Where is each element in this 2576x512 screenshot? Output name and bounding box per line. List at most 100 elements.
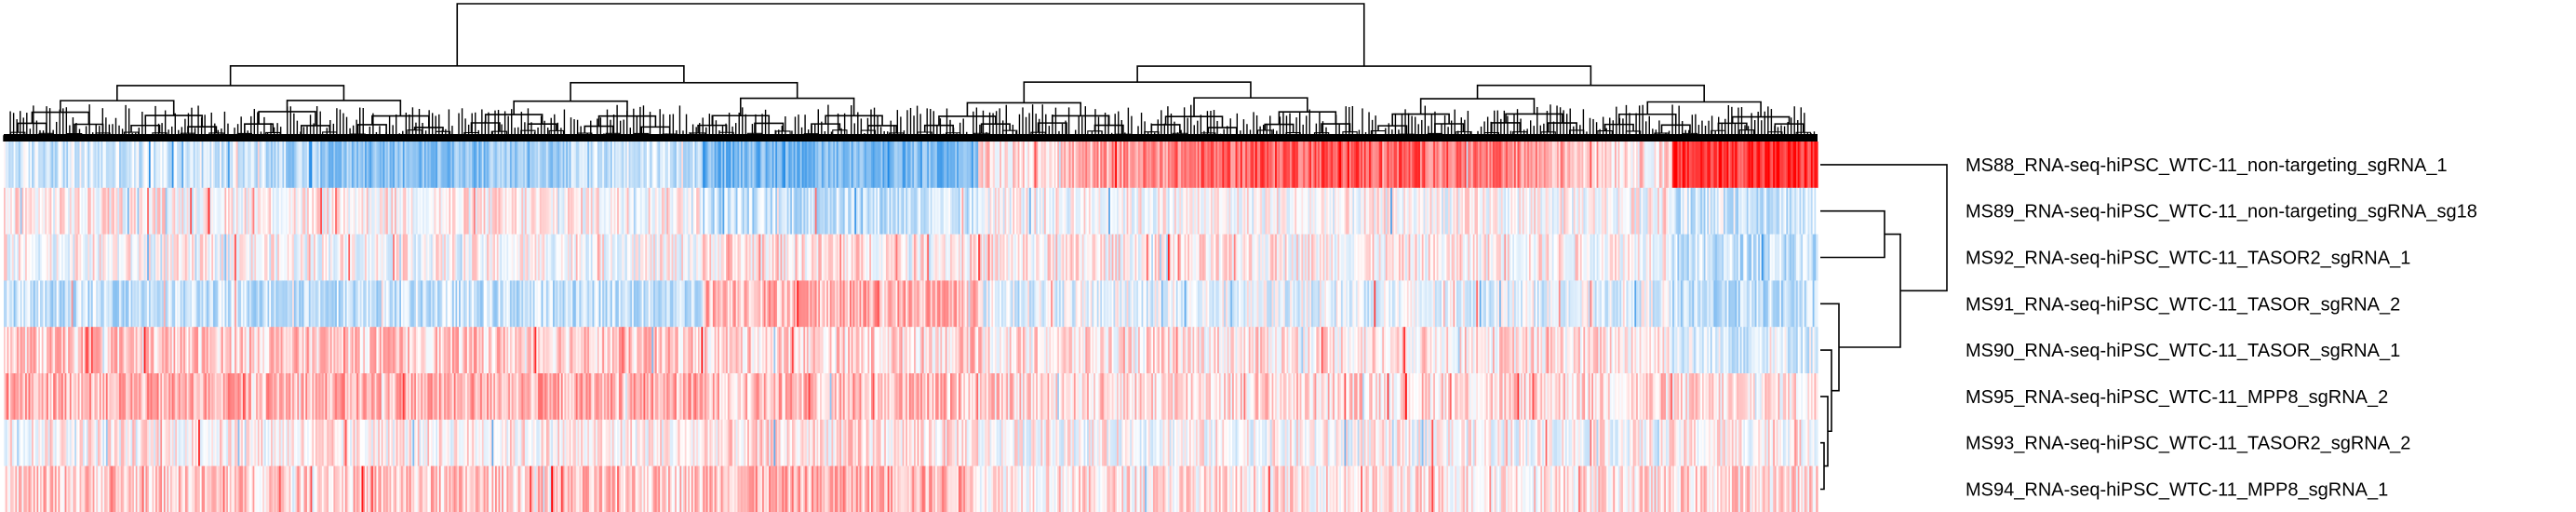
heatmap-cell: [1064, 187, 1067, 236]
heatmap-cell: [1816, 141, 1818, 189]
heatmap-cell: [1513, 234, 1517, 281]
column-dendrogram-branch: [584, 125, 614, 134]
heatmap-cell: [506, 187, 509, 236]
heatmap-cell: [679, 234, 682, 281]
heatmap-cell: [989, 141, 992, 189]
heatmap-cell: [1281, 234, 1284, 281]
heatmap-cell: [569, 141, 572, 189]
heatmap-cell: [610, 234, 613, 281]
heatmap-cell: [1603, 187, 1606, 236]
heatmap-cell: [1194, 187, 1197, 236]
heatmap-cell: [1415, 234, 1418, 281]
heatmap-cell: [842, 280, 846, 328]
heatmap-cell: [491, 234, 494, 281]
heatmap-cells: [4, 141, 1818, 512]
heatmap-cell: [709, 141, 712, 189]
heatmap-cell: [754, 187, 757, 236]
heatmap-cell: [1179, 280, 1182, 328]
heatmap-cell: [399, 234, 402, 281]
heatmap-cell: [248, 280, 250, 328]
heatmap-row: [4, 234, 1818, 281]
heatmap-cell: [1281, 280, 1284, 328]
heatmap-cell: [598, 187, 601, 236]
heatmap-cell: [1179, 187, 1182, 236]
heatmap-cell: [799, 280, 803, 328]
heatmap-cell: [7, 141, 9, 189]
heatmap-cell: [490, 187, 493, 236]
heatmap-cell: [1464, 280, 1468, 328]
heatmap-cell: [1564, 234, 1568, 281]
heatmap-cell: [892, 234, 895, 281]
heatmap-cell: [567, 187, 570, 236]
heatmap-cell: [964, 141, 968, 189]
heatmap-cell: [663, 141, 666, 189]
heatmap-cell: [180, 234, 182, 281]
heatmap-cell: [1685, 187, 1688, 236]
heatmap-cell: [1281, 141, 1284, 189]
heatmap-cell: [1321, 141, 1324, 189]
heatmap-cell: [697, 234, 701, 281]
heatmap-cell: [1433, 141, 1436, 189]
heatmap-cell: [425, 280, 428, 328]
heatmap-cell: [1378, 141, 1382, 189]
heatmap-cell: [1202, 187, 1205, 236]
heatmap-cell: [731, 234, 733, 281]
heatmap-cell: [620, 234, 624, 281]
heatmap-cell: [1754, 187, 1758, 236]
heatmap-cell: [639, 234, 643, 281]
heatmap-cell: [786, 141, 789, 189]
heatmap-cell: [515, 141, 517, 189]
heatmap-cell: [1079, 234, 1081, 281]
heatmap-cell: [596, 187, 598, 236]
heatmap-cell: [831, 187, 834, 236]
heatmap-cell: [239, 141, 242, 189]
heatmap-cell: [553, 187, 556, 236]
heatmap-cell: [1304, 141, 1308, 189]
heatmap-cell: [1199, 234, 1201, 281]
heatmap-cell: [936, 141, 940, 189]
heatmap-cell: [1166, 141, 1169, 189]
heatmap-cell: [265, 280, 269, 328]
heatmap-cell: [1673, 187, 1677, 236]
heatmap-cell: [250, 234, 254, 281]
heatmap-cell: [274, 234, 276, 281]
heatmap-cell: [66, 280, 69, 328]
heatmap-cell: [79, 234, 82, 281]
heatmap-cell: [1002, 280, 1006, 328]
heatmap-cell: [1385, 234, 1389, 281]
heatmap-cell: [718, 280, 722, 328]
heatmap-cell: [791, 187, 795, 236]
heatmap-cell: [603, 280, 607, 328]
heatmap-cell: [154, 280, 156, 328]
heatmap-cell: [419, 280, 422, 328]
heatmap-cell: [419, 234, 422, 281]
heatmap-cell: [242, 187, 246, 236]
column-dendrogram-branch: [980, 123, 1011, 134]
heatmap-cell: [1278, 187, 1281, 236]
heatmap-cell: [1036, 280, 1039, 328]
heatmap-cell: [485, 280, 488, 328]
heatmap-cell: [688, 234, 691, 281]
heatmap-cell: [137, 141, 140, 189]
heatmap-cell: [290, 141, 293, 189]
heatmap-cell: [221, 234, 224, 281]
heatmap-cell: [770, 187, 773, 236]
heatmap-cell: [287, 280, 290, 328]
heatmap-cell: [524, 141, 528, 189]
heatmap-cell: [1416, 187, 1419, 236]
heatmap-cell: [993, 280, 996, 328]
heatmap-cell: [282, 187, 285, 236]
heatmap-cell: [508, 280, 511, 328]
heatmap-cell: [549, 141, 552, 189]
heatmap-cell: [1542, 141, 1545, 189]
heatmap-cell: [1334, 141, 1337, 189]
heatmap-cell: [190, 141, 193, 189]
heatmap-cell: [79, 280, 82, 328]
heatmap-cell: [53, 187, 56, 236]
heatmap-cell: [61, 141, 64, 189]
heatmap-cell: [1791, 187, 1794, 236]
heatmap-cell: [1773, 141, 1776, 189]
heatmap-cell: [399, 141, 402, 189]
heatmap-cell: [404, 234, 407, 281]
heatmap-cell: [1121, 280, 1124, 328]
